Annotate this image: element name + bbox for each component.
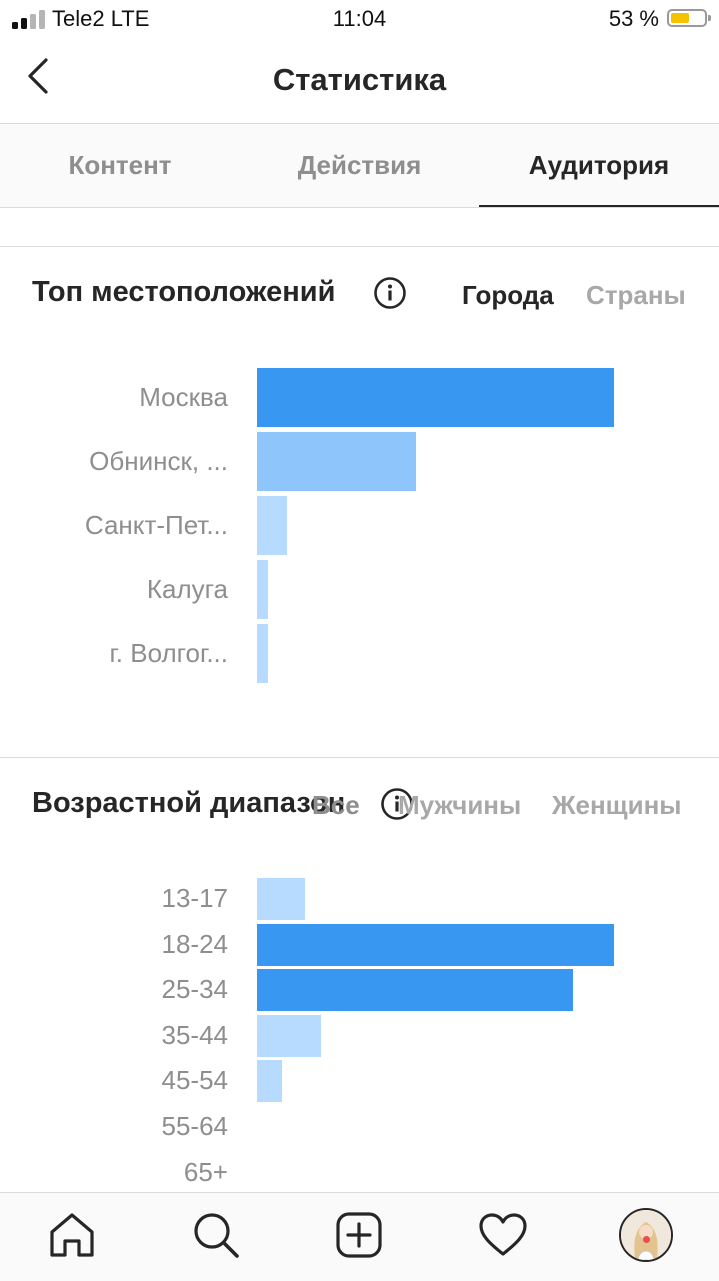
location-bar (257, 624, 268, 683)
home-icon[interactable] (46, 1209, 98, 1261)
age-bar-label: 35-44 (161, 1019, 229, 1050)
page-title: Статистика (272, 62, 447, 97)
top-locations-title: Топ местоположений (32, 276, 336, 308)
battery-percent: 53 % (608, 6, 659, 31)
location-bar-label: Москва (139, 381, 228, 412)
back-button[interactable] (22, 54, 58, 98)
battery-icon (667, 9, 711, 27)
location-bar-label: Санкт-Пет... (84, 509, 228, 540)
notification-dot (643, 1236, 650, 1243)
add-post-icon[interactable] (333, 1209, 385, 1261)
tab-activity[interactable]: Действия (297, 150, 422, 180)
age-range-title: Возрастной диапазон (32, 787, 346, 819)
age-bar-label: 25-34 (161, 974, 229, 1005)
filter-all[interactable]: Все (312, 790, 360, 820)
tab-audience[interactable]: Аудитория (528, 150, 670, 180)
tab-content[interactable]: Контент (68, 150, 172, 180)
age-bar-label: 65+ (183, 1156, 228, 1187)
info-icon[interactable] (373, 276, 407, 310)
chevron-left-icon (28, 58, 48, 94)
profile-avatar[interactable] (619, 1208, 673, 1262)
age-bar (257, 969, 573, 1012)
age-bar-label: 45-54 (161, 1065, 229, 1096)
search-icon[interactable] (190, 1209, 242, 1261)
carrier-label: Tele2 LTE (52, 6, 150, 31)
age-bar-label: 55-64 (161, 1111, 229, 1141)
signal-strength-icon (12, 9, 46, 29)
status-time: 11:04 (332, 6, 387, 31)
header-bar: Статистика (0, 40, 719, 124)
active-tab-indicator (479, 205, 719, 207)
age-bar (257, 1060, 282, 1103)
age-bar-label: 13-17 (161, 883, 229, 913)
status-bar: Tele2 LTE 11:04 53 % (0, 0, 719, 40)
location-bar-label: Обнинск, ... (89, 445, 228, 476)
location-bar (257, 432, 416, 491)
age-bar (257, 923, 614, 966)
profile-photo-icon (621, 1210, 671, 1260)
bottom-nav (0, 1192, 719, 1281)
age-bar-label: 18-24 (161, 928, 229, 959)
activity-heart-icon[interactable] (477, 1209, 529, 1261)
location-bar-label: Калуга (146, 573, 228, 604)
location-bar (257, 496, 287, 555)
info-icon[interactable] (380, 787, 414, 821)
filter-cities[interactable]: Города (462, 280, 554, 310)
filter-women[interactable]: Женщины (552, 790, 682, 820)
filter-countries[interactable]: Страны (586, 280, 686, 310)
age-bar (257, 1014, 321, 1057)
location-bar (257, 560, 268, 619)
section-divider (0, 246, 719, 247)
location-bar (257, 368, 614, 427)
tab-bar: Контент Действия Аудитория (0, 124, 719, 208)
age-bar (257, 878, 305, 920)
location-bar-label: г. Волгог... (109, 637, 228, 668)
section-divider (0, 757, 719, 758)
filter-men[interactable]: Мужчины (398, 790, 522, 820)
